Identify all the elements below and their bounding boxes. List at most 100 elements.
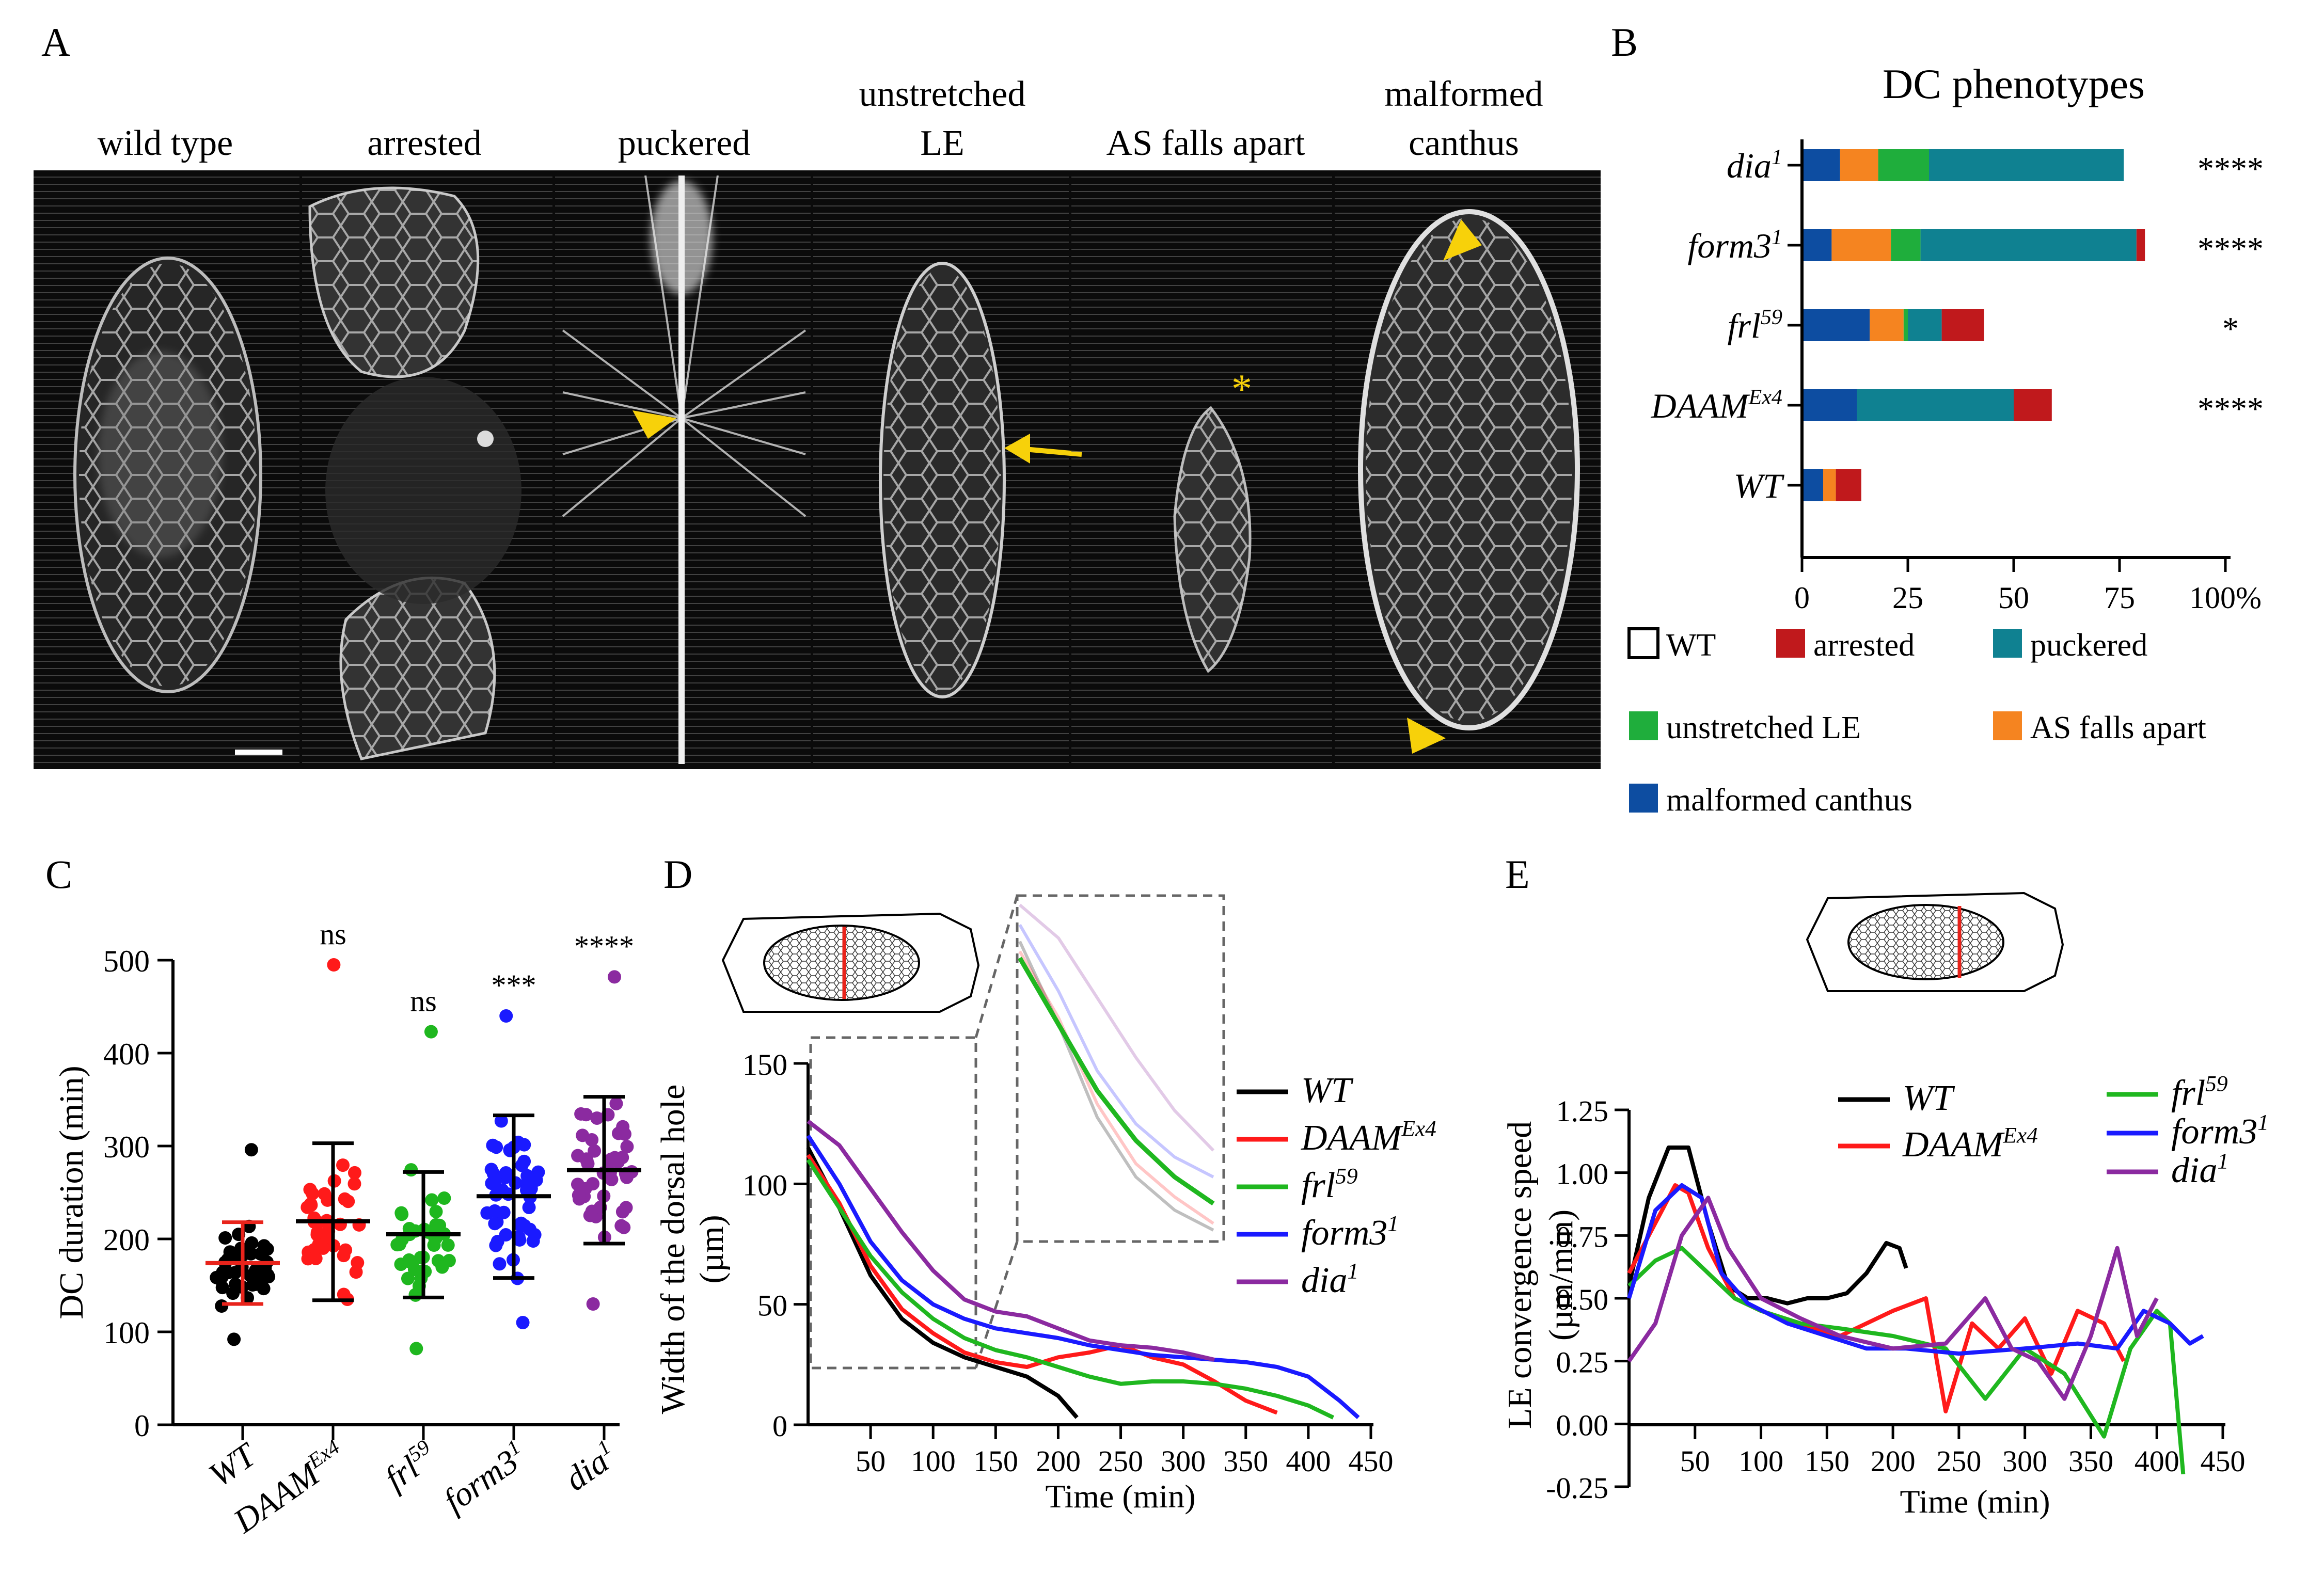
panel-letter-b: B	[1611, 20, 1638, 65]
c-point	[427, 1238, 441, 1252]
zoom-region	[809, 1036, 977, 1370]
c-point	[488, 1173, 502, 1187]
panel-letter-a: A	[41, 20, 70, 65]
b-xtick-label: 50	[1998, 581, 2029, 615]
yellow-arrowhead-3	[1407, 718, 1446, 754]
c-point	[571, 1149, 585, 1163]
e-legend-label: form31	[2171, 1110, 2269, 1152]
chart-d-ylabel-line2: (µm)	[693, 1215, 731, 1283]
c-point	[310, 1226, 324, 1239]
c-ytick-label: 500	[103, 944, 150, 978]
bar-frl-unstretched-LE	[1903, 309, 1908, 341]
e-xtick-label: 300	[2002, 1444, 2047, 1478]
c-point	[608, 1151, 622, 1165]
panel-letter-e: E	[1505, 852, 1530, 897]
micro-unstretched-le	[813, 170, 1082, 769]
c-point	[318, 1187, 331, 1201]
bar-frl-AS-falls-apart	[1870, 309, 1904, 341]
c-point	[513, 1233, 527, 1247]
c-point	[494, 1114, 508, 1128]
c-point	[304, 1198, 318, 1212]
panel-a-micrographs: wild type arrested puckered unstretched …	[34, 74, 1601, 769]
panel-e-chart: LE convergence speed (µm/min) Time (min)…	[1501, 892, 2269, 1520]
c-point	[404, 1163, 418, 1177]
embryo-schematic-e	[1806, 892, 2064, 992]
e-ytick-label: 0.00	[1556, 1408, 1609, 1442]
c-point	[347, 1177, 361, 1191]
c-point	[614, 1219, 628, 1233]
e-series-dia	[1627, 1196, 2159, 1401]
c-point	[429, 1205, 443, 1219]
c-point	[489, 1140, 503, 1154]
c-ytick-label: 300	[103, 1130, 150, 1164]
d-xtick-label: 350	[1223, 1444, 1268, 1478]
c-group-label: form31	[436, 1435, 534, 1520]
micro-as-falls-apart: *	[1071, 170, 1332, 769]
c-point	[516, 1316, 530, 1329]
bar-frl-malformed-canthus	[1802, 309, 1870, 341]
c-point	[495, 1183, 509, 1197]
b-legend-label: WT	[1666, 628, 1716, 663]
c-point	[245, 1236, 259, 1250]
micro-puckered	[555, 170, 811, 769]
b-legend-swatch	[1629, 711, 1658, 740]
c-point	[435, 1260, 449, 1274]
c-point	[437, 1191, 451, 1205]
d-series-WT	[806, 1147, 1079, 1419]
b-legend-label: puckered	[2030, 628, 2147, 663]
c-point	[215, 1299, 229, 1313]
e-xtick-label: 350	[2068, 1444, 2113, 1478]
micro-label-5-line2: AS falls apart	[1106, 123, 1305, 163]
d-legend-label: WT	[1301, 1071, 1354, 1110]
scale-bar	[235, 750, 282, 755]
e-series-DAAM	[1627, 1183, 2126, 1413]
c-ytick-label: 400	[103, 1037, 150, 1071]
c-point	[619, 1201, 633, 1215]
b-xtick-label: 0	[1794, 581, 1810, 615]
e-ytick-label: 1.25	[1556, 1094, 1609, 1128]
c-significance: ***	[492, 968, 536, 1002]
c-point	[226, 1286, 240, 1300]
b-significance: ****	[2197, 230, 2264, 267]
c-point	[218, 1231, 232, 1245]
bar-DAAM-arrested	[2014, 389, 2052, 421]
micro-label-6-line2: canthus	[1409, 123, 1519, 163]
bar-dia-malformed-canthus	[1802, 149, 1840, 181]
e-ytick-label: -0.25	[1546, 1471, 1608, 1505]
b-category-label: dia1	[1727, 145, 1782, 185]
micro-label-6-line1: malformed	[1384, 74, 1543, 114]
c-point	[213, 1272, 227, 1286]
chart-e-ylabel-line1: LE convergence speed	[1501, 1121, 1539, 1429]
c-point	[620, 1170, 634, 1184]
c-point	[337, 1249, 351, 1263]
e-legend-label: DAAMEx4	[1902, 1123, 2038, 1165]
c-point	[520, 1169, 534, 1183]
c-group-label: frl59	[377, 1435, 443, 1498]
b-significance: ****	[2197, 150, 2264, 187]
d-xtick-label: 450	[1349, 1444, 1394, 1478]
e-ytick-label: 0.25	[1556, 1346, 1609, 1379]
chart-b-title: DC phenotypes	[1883, 60, 2145, 107]
e-xtick-label: 250	[1936, 1444, 1981, 1478]
b-legend-swatch	[1627, 627, 1659, 659]
c-point	[338, 1192, 352, 1206]
yellow-arrow-head	[1004, 434, 1030, 464]
c-ytick-label: 100	[103, 1316, 150, 1350]
e-ytick-label: 1.00	[1556, 1157, 1609, 1191]
c-point	[244, 1143, 258, 1157]
c-point	[517, 1138, 531, 1152]
bar-form3-malformed-canthus	[1802, 229, 1832, 261]
d-legend-label: frl59	[1301, 1164, 1358, 1205]
d-inset-series-frl	[1018, 957, 1215, 1206]
c-point	[517, 1154, 531, 1168]
chart-e-xlabel: Time (min)	[1900, 1483, 2050, 1520]
c-point	[493, 1257, 507, 1271]
bar-form3-puckered	[1920, 229, 2137, 261]
c-point	[424, 1025, 438, 1039]
c-point	[522, 1200, 536, 1214]
bar-form3-arrested	[2136, 229, 2145, 261]
d-ytick-label: 100	[742, 1168, 787, 1202]
d-ytick-label: 0	[772, 1409, 787, 1443]
d-legend-label: dia1	[1301, 1259, 1358, 1300]
